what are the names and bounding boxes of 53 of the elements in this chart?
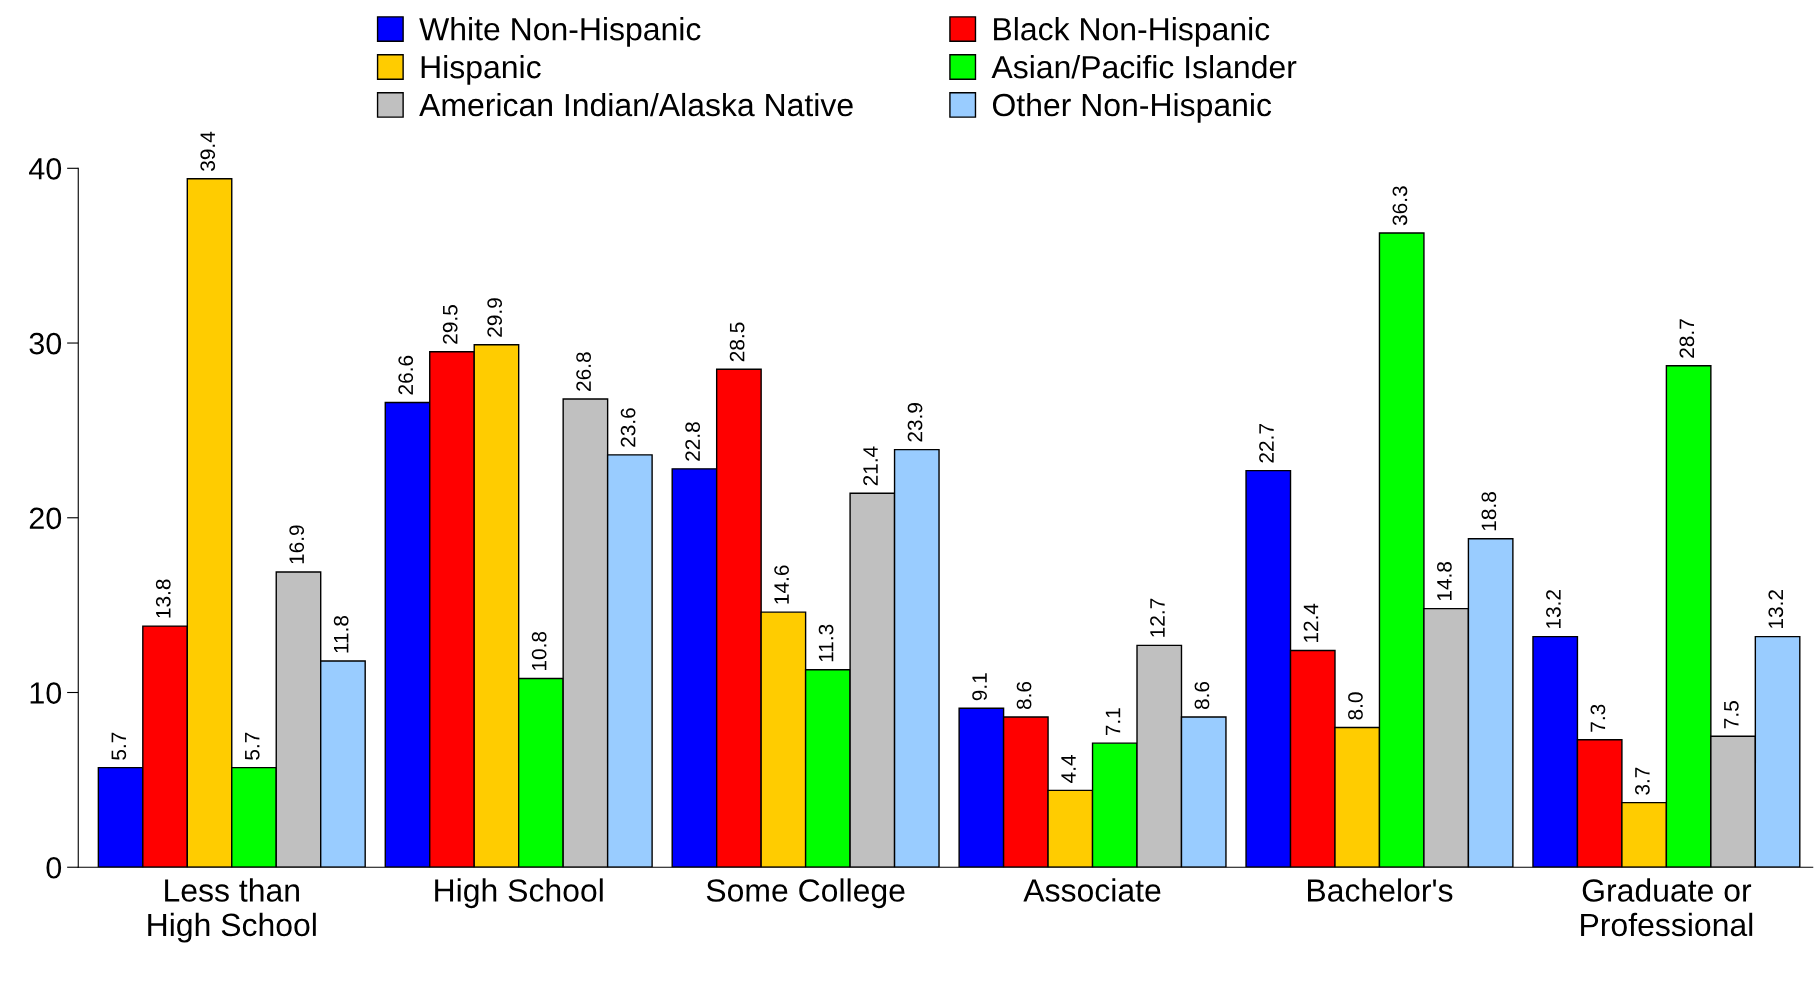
- data-label: 36.3: [1392, 186, 1408, 226]
- data-label: 12.7: [1150, 598, 1165, 637]
- legend-label: American Indian/Alaska Native: [419, 92, 853, 117]
- y-tick-label: 20: [29, 507, 62, 530]
- data-label: 8.6: [1194, 681, 1210, 710]
- data-label: 14.6: [774, 565, 789, 604]
- data-label: 26.8: [576, 352, 591, 391]
- y-tick-label: 30: [29, 332, 62, 355]
- x-tick-label: High School: [435, 878, 603, 909]
- data-label: 8.6: [1016, 681, 1032, 710]
- data-label: 29.9: [487, 298, 503, 337]
- legend-label: Other Non-Hispanic: [992, 92, 1272, 123]
- x-tick-label: Less than High School: [148, 878, 316, 943]
- legend-label: Black Non-Hispanic: [994, 17, 1270, 47]
- data-label: 10.8: [531, 631, 547, 670]
- data-label: 26.6: [398, 355, 414, 395]
- data-label: 3.7: [1634, 767, 1650, 795]
- data-label: 16.9: [289, 525, 305, 564]
- legend-label: Hispanic: [421, 54, 541, 85]
- y-tick-label: 10: [30, 682, 62, 704]
- data-label: 12.4: [1303, 603, 1319, 642]
- data-label: 14.8: [1437, 562, 1452, 601]
- data-label: 7.3: [1590, 704, 1606, 732]
- legend-label: White Non-Hispanic: [419, 17, 701, 47]
- x-tick-label: Associate: [1023, 878, 1161, 902]
- data-label: 13.8: [155, 579, 171, 618]
- data-label: 5.7: [245, 732, 260, 760]
- data-label: 8.0: [1348, 692, 1363, 720]
- x-tick-label: Graduate or Professional: [1581, 878, 1753, 937]
- x-tick-label: Bachelor's: [1308, 878, 1453, 902]
- data-label: 11.3: [818, 624, 834, 662]
- data-label: 21.4: [863, 446, 878, 486]
- data-label: 4.4: [1061, 755, 1076, 783]
- data-label: 23.6: [620, 408, 636, 447]
- data-label: 22.8: [685, 422, 701, 461]
- y-tick-label: 40: [29, 158, 62, 180]
- data-label: 5.7: [111, 732, 127, 760]
- data-label: 29.5: [442, 305, 458, 344]
- data-label: 28.7: [1679, 319, 1695, 358]
- data-label: 7.1: [1105, 708, 1121, 736]
- data-label: 7.5: [1724, 701, 1739, 729]
- data-label: 22.7: [1259, 424, 1274, 463]
- data-label: 11.8: [333, 615, 349, 653]
- data-label: 39.4: [200, 131, 216, 171]
- data-label: 28.5: [729, 322, 745, 362]
- data-label: 13.2: [1768, 590, 1784, 629]
- data-label: 23.9: [907, 403, 923, 442]
- legend-label: Asian/Pacific Islander: [991, 54, 1297, 79]
- data-label: 13.2: [1546, 590, 1561, 629]
- data-label: 18.8: [1481, 492, 1497, 531]
- x-tick-label: Some College: [706, 878, 905, 909]
- data-label: 9.1: [972, 673, 987, 701]
- y-tick-label: 0: [46, 856, 62, 879]
